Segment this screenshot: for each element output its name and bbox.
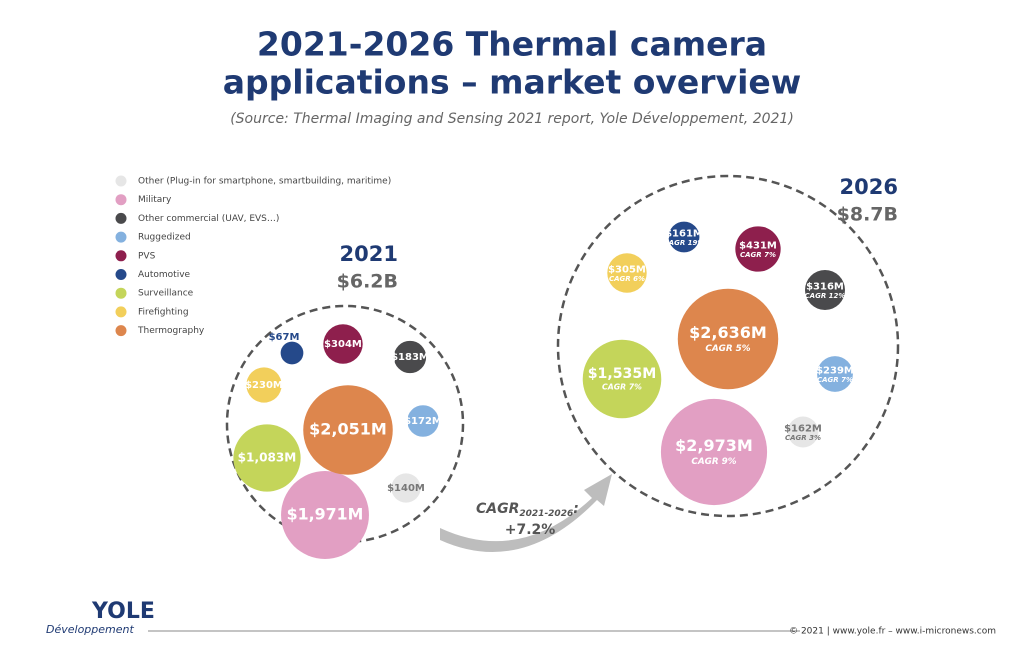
bubble: [280, 341, 304, 365]
legend-swatch: [115, 250, 127, 262]
bubble: [607, 253, 647, 293]
bubble: [303, 385, 393, 475]
bubble: [323, 324, 363, 364]
value-label: $183M: [391, 352, 429, 363]
bubble: [393, 340, 427, 374]
boundary: [556, 174, 900, 518]
value-label: $316M: [806, 282, 844, 293]
value-label: $2,636M: [689, 323, 767, 342]
growth-arrow: [440, 474, 612, 553]
legend-label: Other (Plug-in for smartphone, smartbuil…: [138, 177, 391, 187]
cagr-label: CAGR 9%: [691, 457, 736, 467]
value-label: $140M: [387, 483, 425, 494]
legend-label: Thermography: [137, 326, 205, 336]
bubble: [660, 398, 768, 506]
value-label: $172M: [404, 416, 442, 427]
legend-label: Other commercial (UAV, EVS…): [138, 214, 279, 224]
total: $6.2B: [337, 271, 398, 293]
legend-swatch: [115, 231, 127, 243]
cagr-label: CAGR 7%: [817, 376, 853, 384]
value-label: $230M: [245, 380, 283, 391]
logo: YOLE: [91, 599, 155, 624]
legend-swatch: [115, 269, 127, 280]
legend-swatch: [115, 287, 127, 299]
year: 2026: [840, 175, 898, 199]
title: applications – market overview: [223, 63, 802, 102]
value-label: $1,535M: [588, 366, 657, 382]
legend-swatch: [115, 194, 127, 206]
value-label: $1,083M: [238, 451, 297, 465]
year: 2021: [340, 242, 398, 266]
cagr-label: CAGR 6%: [609, 275, 645, 283]
cagr-label: CAGR 3%: [785, 434, 821, 442]
value-label: $162M: [784, 424, 822, 435]
bubble: [787, 416, 819, 448]
cagr-label: CAGR 5%: [705, 344, 750, 354]
value-label: $1,971M: [287, 505, 364, 524]
bubble: [677, 288, 779, 390]
value-label: $67M: [269, 332, 300, 343]
value-label: $304M: [324, 339, 362, 350]
bubble: [817, 356, 853, 392]
bubble: [246, 367, 282, 403]
value-label: $431M: [739, 241, 777, 252]
bubble: [735, 226, 781, 272]
title: 2021-2026 Thermal camera: [257, 25, 767, 64]
cagr-label: CAGR 7%: [602, 382, 642, 391]
legend-label: Automotive: [138, 270, 191, 280]
logo-sub: Développement: [46, 623, 134, 636]
bubble: [407, 405, 439, 437]
legend-label: Firefighting: [138, 307, 189, 317]
legend-swatch: [115, 325, 127, 337]
value-label: $239M: [816, 366, 854, 377]
bubble: [668, 221, 700, 253]
bubble: [805, 270, 845, 310]
value-label: $305M: [608, 265, 646, 276]
legend-label: Ruggedized: [138, 233, 191, 243]
legend-label: Surveillance: [138, 289, 194, 299]
bubble: [281, 471, 369, 559]
legend-label: PVS: [138, 251, 156, 261]
copyright: © 2021 | www.yole.fr – www.i-micronews.c…: [789, 627, 996, 637]
cagr-label: CAGR2021-2026:: [476, 501, 579, 519]
bubble: [582, 339, 662, 419]
legend-label: Military: [138, 195, 172, 205]
cagr-value: +7.2%: [505, 522, 556, 538]
source: (Source: Thermal Imaging and Sensing 202…: [230, 111, 794, 127]
cagr-label: CAGR 19%: [664, 239, 705, 247]
bubble: [391, 473, 421, 503]
value-label: $161M: [665, 229, 703, 240]
legend-swatch: [115, 175, 127, 187]
total: $8.7B: [837, 204, 898, 226]
bubble: [233, 424, 301, 492]
value-label: $2,051M: [309, 420, 387, 439]
cagr-label: CAGR 12%: [805, 292, 846, 300]
value-label: $2,973M: [675, 436, 753, 455]
legend-swatch: [115, 212, 127, 224]
cagr-label: CAGR 7%: [740, 251, 776, 259]
legend-swatch: [115, 306, 127, 318]
